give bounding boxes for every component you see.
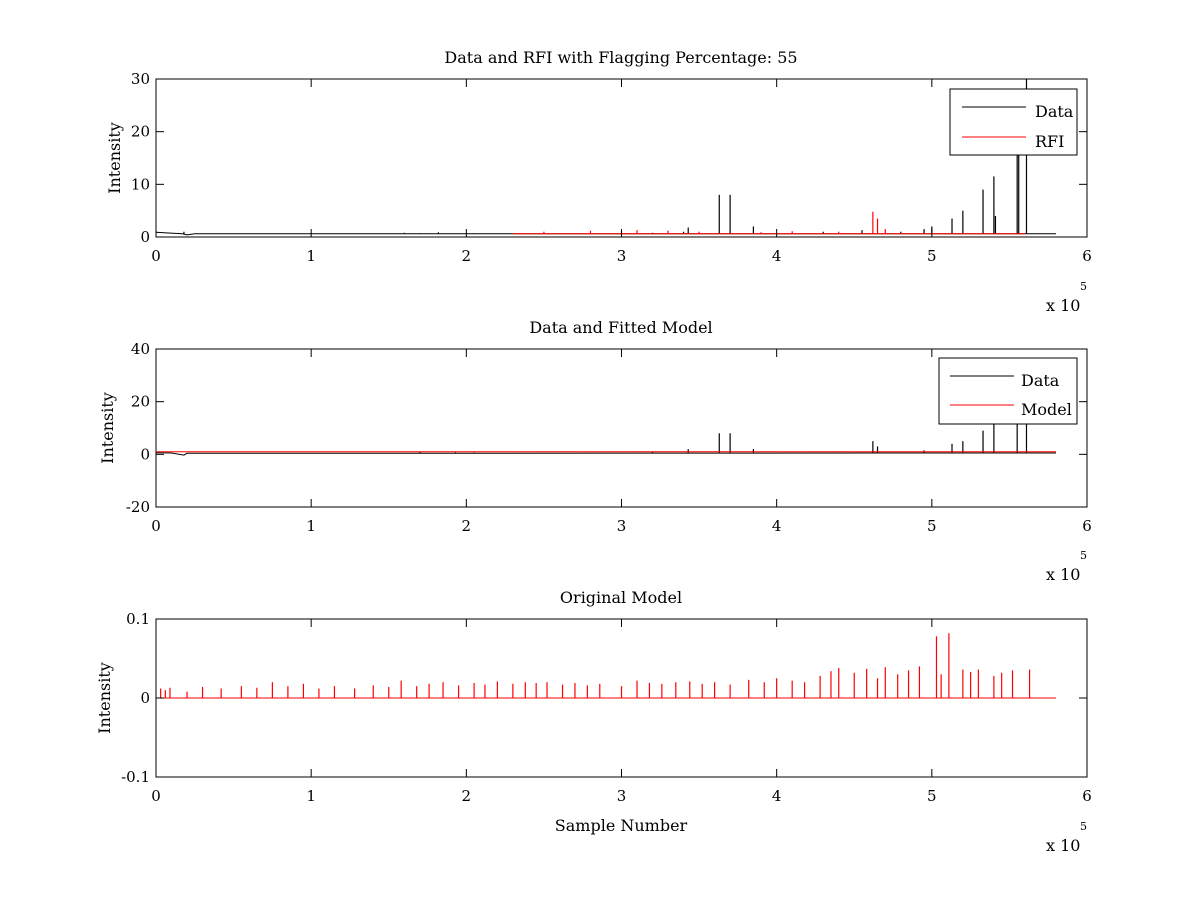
panel-1-ytick-label: 10: [131, 175, 150, 193]
panel-1-ylabel: Intensity: [105, 122, 124, 194]
panel-2-xtick-label: 6: [1082, 517, 1092, 535]
panel-1-exponent-power: 5: [1080, 280, 1087, 293]
panel-1-legend: Data RFI: [949, 88, 1078, 156]
panel-3-title: Original Model: [560, 588, 682, 607]
panel-2-ytick-label: 40: [131, 340, 150, 358]
panel-3-exponent: x 10: [1046, 836, 1080, 855]
panel-1-axes: [155, 78, 1088, 238]
panel-3-ytick-label: -0.1: [121, 768, 150, 786]
panel-2-exponent-power: 5: [1080, 549, 1087, 562]
panel-3-xtick-label: 1: [306, 787, 316, 805]
panel-2-axes: [155, 348, 1088, 508]
panel-1-xtick-label: 1: [306, 247, 316, 265]
panel-3-xtick-label: 5: [927, 787, 937, 805]
panel-2-ytick-label: 0: [140, 445, 150, 463]
panel-2-xtick-label: 3: [617, 517, 627, 535]
panel-3-ticks: 0 1 2 3 4 5 6-0.100.1: [121, 610, 1092, 805]
panel-2-legend-label-data: Data: [1021, 371, 1060, 390]
panel-3: Original Model 0 1 2 3 4 5 6-0.100.1 Intensity…: [95, 588, 1092, 855]
panel-1-title: Data and RFI with Flagging Percentage: 5…: [444, 48, 797, 67]
panel-3-plot: [156, 633, 1056, 699]
panel-2-exponent: x 10: [1046, 565, 1080, 584]
panel-3-xtick-label: 2: [462, 787, 472, 805]
panel-2-legend: Data Model: [938, 357, 1078, 425]
panel-1-exponent: x 10: [1046, 296, 1080, 315]
panel-3-xtick-label: 6: [1082, 787, 1092, 805]
panel-1-plot: [156, 79, 1056, 236]
panel-1-legend-label-rfi: RFI: [1035, 132, 1064, 151]
panel-1-legend-box: [949, 88, 1078, 156]
panel-3-exponent-power: 5: [1080, 820, 1087, 833]
panel-2-xtick-label: 2: [462, 517, 472, 535]
panel-1-ytick-label: 0: [140, 228, 150, 246]
panel-1-ticks: 0 1 2 3 4 5 6 0 10 20 30: [131, 70, 1092, 265]
panel-2-xtick-label: 1: [306, 517, 316, 535]
panel-2-exponent-base: x 10: [1046, 565, 1080, 584]
panel-1-xtick-label: 0: [151, 247, 161, 265]
panel-2-ylabel: Intensity: [98, 392, 117, 464]
panel-1-ytick-label: 20: [131, 123, 150, 141]
panel-2-xtick-label: 0: [151, 517, 161, 535]
panel-2-legend-label-model: Model: [1021, 400, 1072, 419]
panel-2-title: Data and Fitted Model: [529, 318, 712, 337]
panel-3-xlabel: Sample Number: [555, 816, 688, 835]
panel-2-xtick-label: 5: [927, 517, 937, 535]
panel-1-exponent-base: x 10: [1046, 296, 1080, 315]
panel-1-legend-label-data: Data: [1035, 102, 1074, 121]
panel-3-xtick-label: 0: [151, 787, 161, 805]
panel-3-xtick-label: 4: [772, 787, 782, 805]
panel-3-ytick-label: 0: [140, 689, 150, 707]
panel-1-xtick-label: 4: [772, 247, 782, 265]
panel-3-ylabel: Intensity: [95, 662, 114, 734]
panel-1-xtick-label: 6: [1082, 247, 1092, 265]
panel-3-xtick-label: 3: [617, 787, 627, 805]
panel-3-exponent-base: x 10: [1046, 836, 1080, 855]
panel-1-xtick-label: 2: [462, 247, 472, 265]
panel-1: Data and RFI with Flagging Percentage: 5…: [105, 48, 1092, 315]
panel-3-ytick-label: 0.1: [126, 610, 150, 628]
panel-2-legend-box: [938, 357, 1078, 425]
panel-2-xtick-label: 4: [772, 517, 782, 535]
panel-1-ytick-label: 30: [131, 70, 150, 88]
panel-2-ytick-label: -20: [126, 498, 150, 516]
panel-1-xtick-label: 3: [617, 247, 627, 265]
panel-1-data-line: [156, 231, 1056, 236]
panel-1-xtick-label: 5: [927, 247, 937, 265]
panel-2-data-line: [156, 452, 1057, 456]
panel-2-ytick-label: 20: [131, 393, 150, 411]
